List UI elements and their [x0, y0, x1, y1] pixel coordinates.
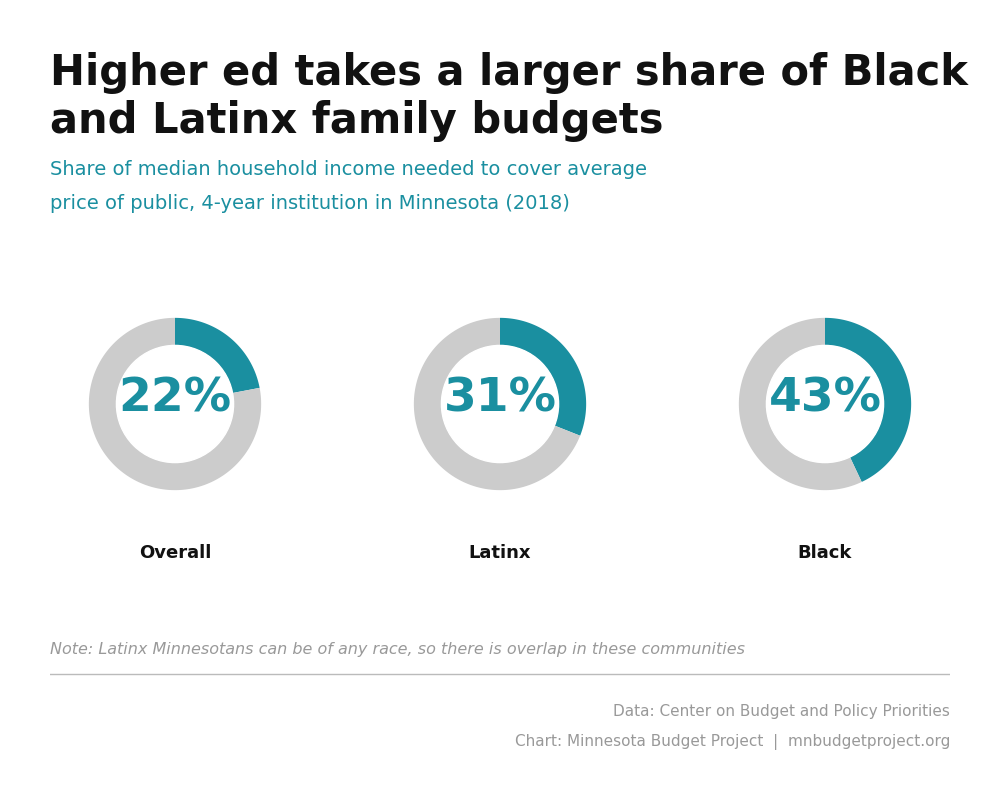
- Text: 22%: 22%: [118, 376, 232, 422]
- Text: 43%: 43%: [768, 376, 882, 422]
- Text: price of public, 4-year institution in Minnesota (2018): price of public, 4-year institution in M…: [50, 194, 570, 213]
- Polygon shape: [500, 318, 586, 436]
- Polygon shape: [825, 318, 911, 482]
- Text: Chart: Minnesota Budget Project  |  mnbudgetproject.org: Chart: Minnesota Budget Project | mnbudg…: [515, 734, 950, 750]
- Text: Share of median household income needed to cover average: Share of median household income needed …: [50, 160, 647, 179]
- Polygon shape: [414, 318, 580, 490]
- Text: Higher ed takes a larger share of Black: Higher ed takes a larger share of Black: [50, 52, 968, 94]
- Polygon shape: [739, 318, 862, 490]
- Circle shape: [441, 346, 559, 462]
- Circle shape: [116, 346, 234, 462]
- Text: 31%: 31%: [444, 376, 556, 422]
- Text: Latinx: Latinx: [469, 544, 531, 562]
- Text: Black: Black: [798, 544, 852, 562]
- Text: and Latinx family budgets: and Latinx family budgets: [50, 100, 664, 142]
- Text: Data: Center on Budget and Policy Priorities: Data: Center on Budget and Policy Priori…: [613, 704, 950, 719]
- Polygon shape: [175, 318, 260, 393]
- Text: Note: Latinx Minnesotans can be of any race, so there is overlap in these commun: Note: Latinx Minnesotans can be of any r…: [50, 642, 745, 657]
- Polygon shape: [89, 318, 261, 490]
- Text: Overall: Overall: [139, 544, 211, 562]
- Circle shape: [766, 346, 884, 462]
